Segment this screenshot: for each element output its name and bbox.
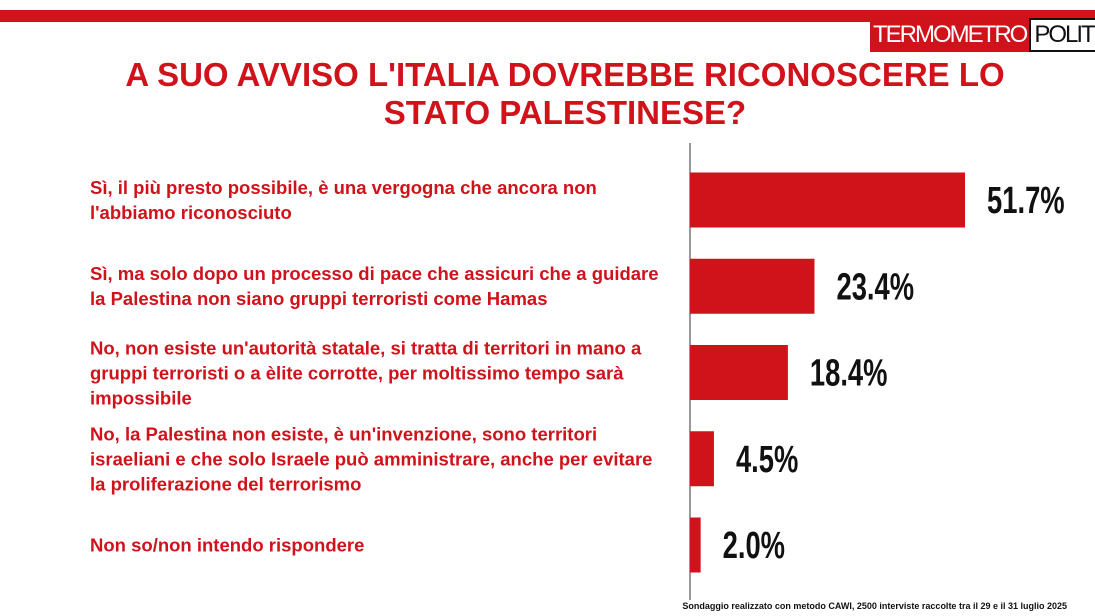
category-label: No, la Palestina non esiste, è un'invenz… [90,423,653,495]
bar [690,345,788,400]
value-label: 23.4% [836,266,914,308]
logo: TERMOMETRO POLITICO [870,18,1095,52]
category-label: Non so/non intendo rispondere [90,534,365,556]
top-bar [0,10,1095,22]
value-label: 4.5% [736,439,798,481]
value-label: 18.4% [810,352,888,394]
chart-title: A SUO AVVISO L'ITALIA DOVREBBE RICONOSCE… [125,56,1005,131]
bar [690,172,966,228]
bar [690,258,815,314]
bar [690,431,714,487]
logo-right: POLITICO [1029,18,1095,52]
value-label: 2.0% [723,525,785,567]
value-label: 51.7% [987,180,1065,222]
category-label: Sì, ma solo dopo un processo di pace che… [90,263,659,310]
category-label: No, non esiste un'autorità statale, si t… [90,337,642,408]
footnote: Sondaggio realizzato con metodo CAWI, 25… [682,601,1067,611]
bar [690,517,701,573]
logo-left: TERMOMETRO [870,18,1030,52]
category-label: Sì, il più presto possibile, è una vergo… [90,177,597,223]
